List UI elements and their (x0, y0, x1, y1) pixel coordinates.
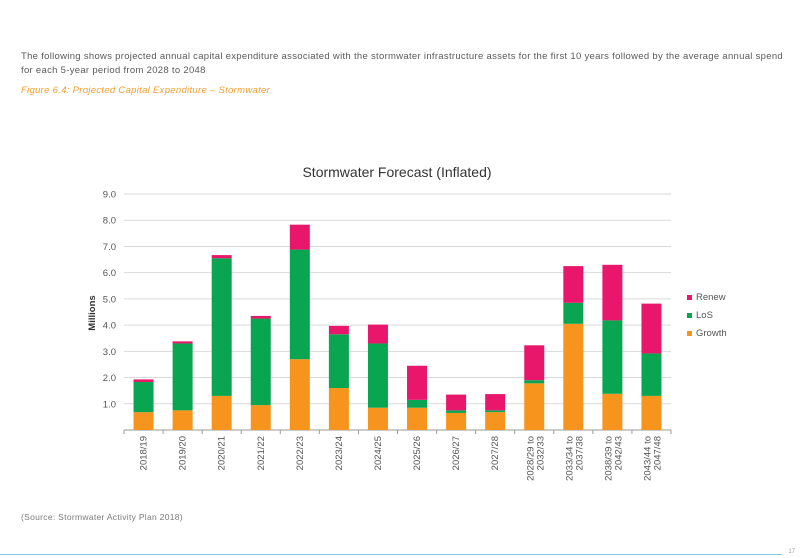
bar-segment-growth (172, 410, 193, 430)
x-tick-label: 2022/23 (295, 436, 306, 470)
bar-segment-growth (289, 359, 310, 430)
bar-segment-los (133, 382, 154, 413)
bar-segment-los (524, 380, 545, 384)
svg-text:2018/19: 2018/19 (139, 436, 150, 470)
bar-segment-los (602, 320, 623, 394)
bar-segment-growth (133, 412, 154, 430)
x-tick-label: 2033/34 to2037/38 (564, 436, 585, 481)
bar-segment-los (407, 399, 428, 408)
svg-text:2027/28: 2027/28 (490, 436, 501, 470)
bar-segment-los (367, 343, 388, 408)
y-tick-label: 1.0 (103, 399, 116, 410)
bar-segment-renew (328, 325, 349, 335)
legend-swatch-los (687, 313, 692, 318)
y-tick-label: 3.0 (103, 347, 116, 358)
x-tick-label: 2020/21 (217, 436, 228, 470)
y-tick-label: 4.0 (103, 321, 116, 332)
y-tick-label: 7.0 (103, 242, 116, 253)
x-tick-label: 2019/20 (178, 436, 189, 470)
bar-segment-renew (485, 394, 506, 411)
y-axis-label: Millions (87, 295, 98, 330)
bar-segment-growth (563, 323, 584, 430)
bar-segment-growth (211, 395, 232, 430)
bar-segment-los (446, 410, 467, 413)
bar-segment-renew (250, 315, 271, 319)
x-tick-label: 2021/22 (256, 436, 267, 470)
bar-segment-growth (367, 407, 388, 430)
svg-text:2020/21: 2020/21 (217, 436, 228, 470)
intro-paragraph: The following shows projected annual cap… (21, 51, 784, 76)
legend-label-renew: Renew (696, 292, 726, 303)
bars (133, 224, 662, 430)
x-tick-label: 2018/19 (139, 436, 150, 470)
y-tick-label: 9.0 (103, 190, 116, 201)
x-tick-label: 2026/27 (451, 436, 462, 470)
x-axis-ticks: 2018/19 2019/20 2020/21 2021/22 2022/23 2023/… (123, 430, 672, 481)
svg-text:2021/22: 2021/22 (256, 436, 267, 470)
bar-segment-los (328, 334, 349, 389)
bar-segment-renew (524, 345, 545, 381)
bar-segment-renew (211, 255, 232, 259)
bar-segment-growth (602, 393, 623, 430)
svg-text:2019/20: 2019/20 (178, 436, 189, 470)
bar-segment-los (172, 343, 193, 411)
source-note: (Source: Stormwater Activity Plan 2018) (21, 512, 183, 522)
page-number: 17 (788, 549, 795, 555)
x-tick-label: 2024/25 (373, 436, 384, 470)
figure-caption: Figure 6.4: Projected Capital Expenditur… (21, 85, 271, 96)
bar-segment-growth (250, 405, 271, 430)
bar-segment-los (250, 318, 271, 406)
x-tick-label: 2038/39 to2042/43 (603, 436, 624, 481)
bar-segment-los (641, 353, 662, 396)
x-tick-label: 2027/28 (490, 436, 501, 470)
bar-segment-growth (485, 412, 506, 430)
bar-segment-renew (641, 303, 662, 354)
svg-text:2033/34 to2037/38: 2033/34 to2037/38 (564, 436, 585, 481)
bar-segment-renew (133, 379, 154, 383)
x-tick-label: 2023/24 (334, 436, 345, 470)
svg-text:2025/26: 2025/26 (412, 436, 423, 470)
y-tick-label: 6.0 (103, 268, 116, 279)
svg-text:2043/44 to2047/48: 2043/44 to2047/48 (642, 436, 663, 481)
bar-segment-los (485, 410, 506, 413)
chart-title: Stormwater Forecast (Inflated) (302, 164, 491, 180)
legend-label-growth: Growth (696, 328, 727, 339)
bar-segment-growth (446, 412, 467, 430)
footer-rule (0, 554, 782, 555)
svg-text:2023/24: 2023/24 (334, 436, 345, 470)
x-tick-label: 2028/29 to2032/33 (525, 436, 546, 481)
legend-swatch-growth (687, 331, 692, 336)
legend-swatch-renew (687, 295, 692, 300)
legend-label-los: LoS (696, 310, 713, 321)
bar-segment-growth (641, 395, 662, 430)
svg-text:2024/25: 2024/25 (373, 436, 384, 470)
svg-text:2022/23: 2022/23 (295, 436, 306, 470)
bar-segment-growth (328, 388, 349, 430)
svg-text:2026/27: 2026/27 (451, 436, 462, 470)
bar-segment-renew (407, 365, 428, 400)
bar-segment-renew (446, 394, 467, 411)
bar-segment-los (211, 258, 232, 396)
bar-segment-renew (563, 266, 584, 303)
legend: Renew LoS Growth (687, 292, 727, 339)
bar-segment-renew (289, 224, 310, 250)
svg-text:2038/39 to2042/43: 2038/39 to2042/43 (603, 436, 624, 481)
x-tick-label: 2043/44 to2047/48 (642, 436, 663, 481)
bar-segment-los (289, 249, 310, 360)
y-tick-label: 2.0 (103, 373, 116, 384)
bar-segment-renew (367, 324, 388, 344)
gridlines (124, 193, 671, 431)
bar-segment-growth (524, 383, 545, 430)
bar-segment-renew (602, 264, 623, 321)
x-tick-label: 2025/26 (412, 436, 423, 470)
bar-segment-growth (407, 407, 428, 430)
y-axis-ticks: 1.0 2.0 3.0 4.0 5.0 6.0 7.0 8.0 9.0 (103, 190, 116, 411)
y-tick-label: 5.0 (103, 294, 116, 305)
bar-segment-renew (172, 341, 193, 344)
bar-segment-los (563, 302, 584, 324)
svg-text:2028/29 to2032/33: 2028/29 to2032/33 (525, 436, 546, 481)
y-tick-label: 8.0 (103, 216, 116, 227)
